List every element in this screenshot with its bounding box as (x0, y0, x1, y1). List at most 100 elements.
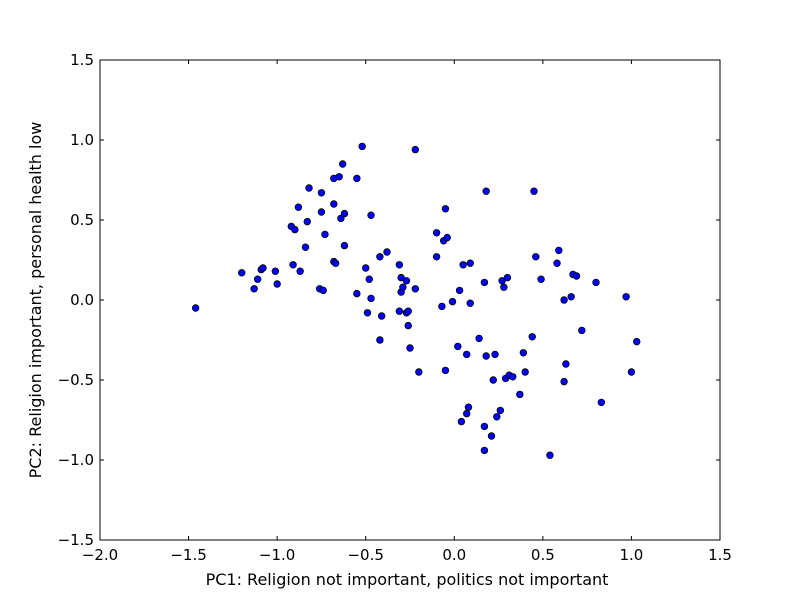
data-point (402, 277, 411, 285)
y-axis-label: PC2: Religion important, personal health… (26, 122, 45, 479)
data-point (301, 243, 310, 251)
data-point (560, 377, 568, 386)
data-point (519, 349, 528, 357)
data-point (521, 368, 529, 376)
data-point (376, 336, 384, 344)
y-tick-label: −0.5 (58, 371, 94, 389)
data-point (482, 187, 490, 195)
data-point (363, 309, 372, 317)
data-point (537, 275, 545, 283)
data-point (305, 184, 313, 192)
data-point (397, 273, 405, 282)
data-point (321, 230, 329, 239)
data-point (500, 283, 508, 291)
data-point (448, 297, 457, 306)
data-point (399, 283, 407, 291)
data-point (528, 333, 536, 341)
data-point (338, 160, 347, 168)
data-point (330, 200, 338, 208)
data-point (365, 275, 373, 283)
y-tick-label: 0.5 (70, 211, 94, 229)
data-point (480, 446, 489, 455)
data-point (432, 253, 441, 261)
data-point (319, 286, 327, 295)
data-point (395, 307, 404, 315)
x-tick-label: 0.5 (531, 546, 555, 564)
x-axis-label: PC1: Religion not important, politics no… (206, 570, 609, 589)
data-point (466, 299, 474, 307)
points-layer (191, 142, 641, 459)
data-point (475, 334, 483, 343)
data-point (377, 312, 386, 320)
data-point (457, 417, 466, 426)
data-point (480, 278, 489, 287)
data-point (553, 259, 561, 267)
data-point (291, 225, 299, 234)
data-point (340, 241, 349, 250)
y-tick-label: 0.0 (70, 291, 94, 309)
data-point (353, 289, 361, 298)
x-tick-label: −1.0 (259, 546, 295, 564)
data-point (411, 145, 420, 154)
data-point (578, 326, 586, 335)
data-point (496, 406, 505, 415)
data-point (395, 261, 404, 269)
data-point (562, 360, 570, 368)
y-tick-label: −1.0 (58, 451, 94, 469)
data-point (289, 261, 297, 269)
data-point (530, 187, 538, 195)
data-point (441, 366, 450, 375)
data-point (567, 293, 575, 301)
y-tick-label: 1.0 (70, 131, 94, 149)
data-point (303, 217, 311, 226)
data-point (340, 209, 349, 218)
x-tick-label: 1.5 (708, 546, 732, 564)
data-point (358, 142, 366, 151)
data-point (480, 422, 489, 431)
data-point (464, 403, 473, 411)
data-point (454, 342, 462, 351)
data-point (493, 413, 501, 421)
data-point (404, 321, 412, 330)
data-point (353, 174, 361, 183)
data-point (509, 373, 517, 381)
data-point (191, 304, 200, 312)
data-point (597, 398, 606, 407)
data-point (294, 203, 303, 211)
data-point (411, 285, 420, 293)
data-point (317, 208, 326, 216)
data-point (362, 264, 370, 272)
data-point (441, 205, 450, 213)
x-tick-label: 1.0 (619, 546, 643, 564)
data-point (331, 259, 340, 267)
data-point (438, 302, 446, 311)
data-point (555, 246, 563, 255)
data-point (406, 344, 414, 352)
data-point (560, 296, 568, 304)
data-point (238, 269, 246, 277)
data-point (633, 337, 641, 346)
data-point (487, 432, 496, 440)
data-point (443, 233, 451, 242)
data-point (273, 280, 281, 288)
data-point (489, 376, 497, 384)
data-point (296, 267, 304, 275)
data-point (271, 267, 280, 275)
x-tick-label: −2.0 (82, 546, 118, 564)
data-point (367, 294, 375, 303)
data-point (462, 350, 471, 359)
data-point (376, 253, 384, 261)
data-point (627, 368, 636, 376)
x-tick-label: −1.5 (170, 546, 206, 564)
data-point (404, 307, 412, 315)
data-point (491, 350, 499, 359)
x-tick-label: 0.0 (442, 546, 466, 564)
data-point (503, 273, 512, 282)
data-point (532, 253, 540, 261)
data-point (592, 278, 600, 287)
data-point (459, 261, 467, 269)
y-tick-label: −1.5 (58, 531, 94, 549)
data-point (383, 248, 391, 256)
data-point (482, 352, 490, 360)
